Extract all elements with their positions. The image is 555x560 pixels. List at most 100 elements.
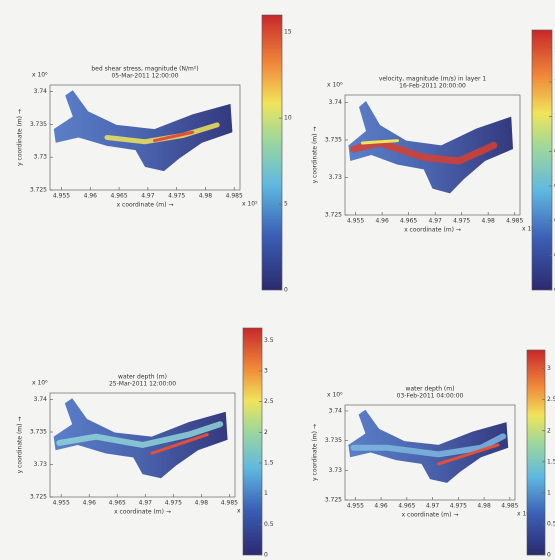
field-highlight xyxy=(350,433,507,458)
chart-subtitle: 25-Mar-2011 12:00:00 xyxy=(109,381,176,388)
x-tick-label: 4.965 xyxy=(400,218,417,225)
field-highlight xyxy=(437,443,500,466)
y-tick-label: 3.725 xyxy=(30,187,47,194)
x-axis-label: x coordinate (m) → xyxy=(404,227,461,234)
x-tick-label: 4.97 xyxy=(426,503,440,510)
field-highlight xyxy=(350,139,498,165)
y-tick-label: 3.73 xyxy=(34,461,48,468)
y-tick-label: 3.74 xyxy=(329,99,343,106)
colorbar-tick-label: 3.5 xyxy=(264,337,274,344)
colorbar-tick-label: 3 xyxy=(264,367,268,374)
y-axis-label: y coordinate (m) → xyxy=(17,109,24,166)
x-tick-label: 4.97 xyxy=(428,218,442,225)
y-tick-label: 3.735 xyxy=(325,137,342,144)
x-exponent: x 10⁵ xyxy=(242,201,258,208)
colorbar-tick-label: 1.5 xyxy=(264,459,274,466)
y-axis-label: y coordinate (m) → xyxy=(17,417,24,474)
colorbar xyxy=(242,327,263,556)
x-tick-label: 4.975 xyxy=(165,500,182,507)
chart-subtitle: 03-Feb-2011 04:00:00 xyxy=(397,393,464,400)
colorbar-tick-label: 3 xyxy=(547,365,551,372)
colorbar-tick-label: 0.5 xyxy=(547,520,555,527)
x-axis-label: x coordinate (m) → xyxy=(117,202,174,209)
colorbar-tick-label: 0 xyxy=(547,552,551,559)
x-tick-label: 4.98 xyxy=(195,500,209,507)
y-exponent: x 10⁶ xyxy=(32,380,48,387)
colorbar xyxy=(531,29,553,291)
colorbar-tick-label: 2.5 xyxy=(547,396,555,403)
x-tick-label: 4.98 xyxy=(199,193,213,200)
colorbar-tick-label: 0.5 xyxy=(264,521,274,528)
domain-field xyxy=(348,101,513,194)
domain-field xyxy=(53,398,228,479)
x-axis-label: x coordinate (m) → xyxy=(402,512,459,519)
y-tick-label: 3.735 xyxy=(30,121,47,128)
x-tick-label: 4.96 xyxy=(374,503,388,510)
x-tick-label: 4.985 xyxy=(221,500,238,507)
y-tick-label: 3.73 xyxy=(34,154,48,161)
x-tick-label: 4.965 xyxy=(109,500,126,507)
y-tick-label: 3.73 xyxy=(329,174,343,181)
field-highlight xyxy=(56,421,224,449)
field-highlight xyxy=(150,433,209,455)
domain-field xyxy=(53,90,233,172)
colorbar-tick-label: 15 xyxy=(284,29,292,36)
chart-title: bed shear stress, magnitude (N/m²) xyxy=(91,66,198,73)
chart-title: water depth (m) xyxy=(406,386,455,393)
x-tick-label: 4.97 xyxy=(139,500,153,507)
x-tick-label: 4.975 xyxy=(450,503,467,510)
colorbar-tick-label: 10 xyxy=(284,115,292,122)
colorbar-tick-label: 1.5 xyxy=(547,458,555,465)
colorbar-tick-label: 2 xyxy=(264,429,268,436)
colorbar-tick-label: 1 xyxy=(264,490,268,497)
axes-box xyxy=(49,392,236,498)
x-tick-label: 4.975 xyxy=(168,193,185,200)
chart-subtitle: 05-Mar-2011 12:00:00 xyxy=(111,73,178,80)
x-tick-label: 4.98 xyxy=(477,503,491,510)
y-tick-label: 3.74 xyxy=(34,396,48,403)
x-exponent: x 10⁵ xyxy=(522,226,538,233)
colorbar xyxy=(526,349,546,556)
panel: 4.955 4.96 4.965 4.97 4.975 4.98 4.985 3.725 3.7… xyxy=(17,327,274,559)
x-tick-label: 4.955 xyxy=(53,500,70,507)
chart-title: water depth (m) xyxy=(118,374,167,381)
x-tick-label: 4.97 xyxy=(141,193,155,200)
panel: 4.955 4.96 4.965 4.97 4.975 4.98 4.985 3.725 3.7… xyxy=(312,29,555,294)
y-tick-label: 3.725 xyxy=(325,212,342,219)
panel: 4.955 4.96 4.965 4.97 4.975 4.98 4.985 3.725 3.7… xyxy=(312,349,555,559)
x-tick-label: 4.955 xyxy=(347,218,364,225)
x-tick-label: 4.98 xyxy=(482,218,496,225)
y-tick-label: 3.74 xyxy=(34,88,48,95)
x-tick-label: 4.955 xyxy=(53,193,70,200)
x-tick-label: 4.96 xyxy=(375,218,389,225)
field-highlight xyxy=(153,130,194,143)
x-exponent: x 10⁵ xyxy=(517,511,533,518)
x-tick-label: 4.985 xyxy=(506,218,523,225)
x-tick-label: 4.965 xyxy=(110,193,127,200)
x-tick-label: 4.965 xyxy=(398,503,415,510)
axes-box xyxy=(344,404,516,501)
colorbar-tick-label: 5 xyxy=(284,201,288,208)
colorbar-tick-label: 2 xyxy=(547,427,551,434)
colorbar-tick-label: 1 xyxy=(547,489,551,496)
y-exponent: x 10⁶ xyxy=(327,82,343,89)
x-tick-label: 4.975 xyxy=(453,218,470,225)
colorbar-tick-label: 2.5 xyxy=(264,398,274,405)
panel: 4.955 4.96 4.965 4.97 4.975 4.98 4.985 3.725 3.7… xyxy=(17,14,292,294)
x-tick-label: 4.96 xyxy=(84,193,98,200)
axes-box xyxy=(344,94,521,216)
y-axis-label: y coordinate (m) → xyxy=(312,127,319,184)
y-tick-label: 3.725 xyxy=(325,497,342,504)
axes-box xyxy=(49,84,241,191)
domain-field xyxy=(348,409,509,483)
colorbar-tick-label: 0 xyxy=(284,287,288,294)
colorbar xyxy=(261,14,283,291)
y-tick-label: 3.73 xyxy=(329,467,343,474)
y-tick-label: 3.735 xyxy=(30,429,47,436)
field-highlight xyxy=(361,139,399,145)
colorbar-tick-label: 0 xyxy=(264,552,268,559)
x-tick-label: 4.955 xyxy=(347,503,364,510)
y-tick-label: 3.74 xyxy=(329,407,343,414)
chart-subtitle: 16-Feb-2011 20:00:00 xyxy=(399,83,466,90)
